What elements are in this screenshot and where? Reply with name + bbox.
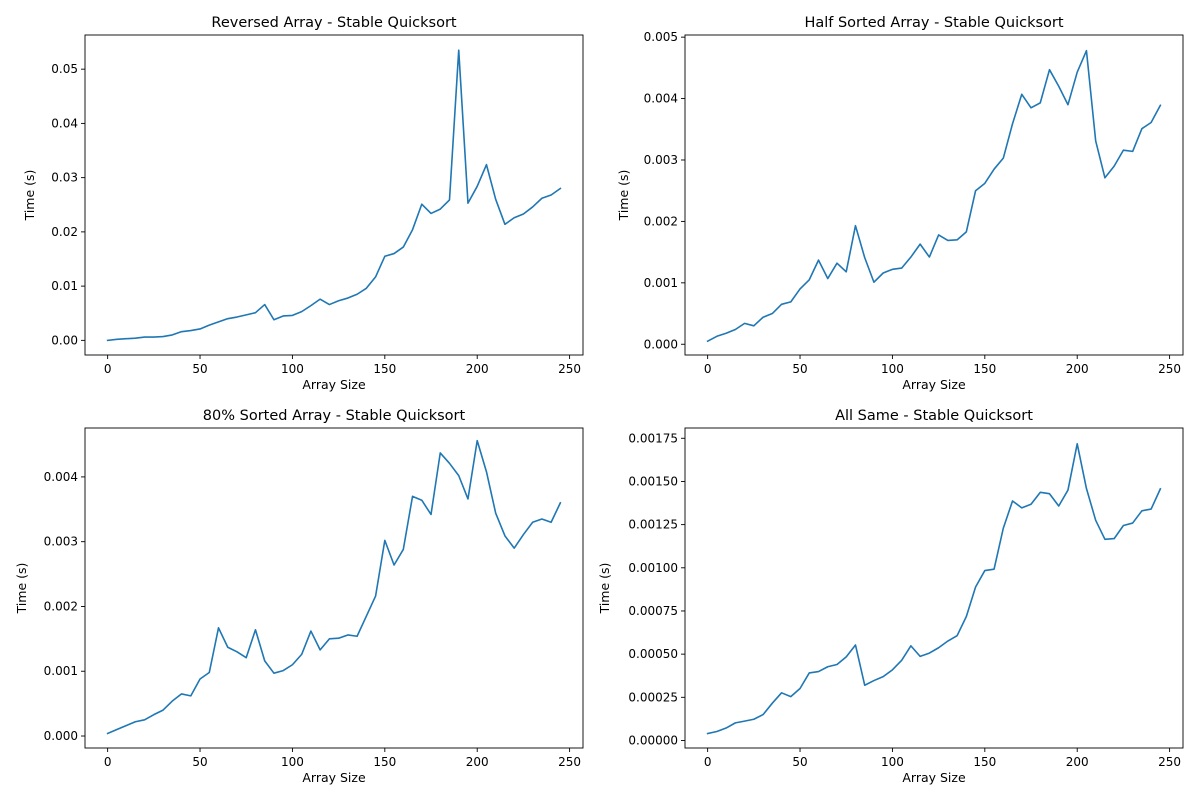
y-tick-label: 0.05: [51, 62, 78, 76]
plot-frame: [684, 427, 1184, 749]
y-axis-label: Time (s): [14, 563, 29, 615]
chart-title: All Same - Stable Quicksort: [835, 408, 1033, 424]
x-tick-label: 250: [558, 362, 581, 376]
y-tick-label: 0.005: [644, 30, 678, 44]
plot-frame: [684, 34, 1184, 356]
x-tick-label: 200: [466, 755, 489, 769]
y-tick-label: 0.00175: [628, 431, 678, 445]
y-tick-label: 0.001: [644, 276, 678, 290]
y-tick-label: 0.00000: [628, 733, 678, 747]
series-line: [106, 49, 562, 342]
y-tick-label: 0.00125: [628, 518, 678, 532]
x-tick-label: 250: [1158, 362, 1181, 376]
y-tick-label: 0.004: [644, 92, 678, 106]
x-tick-label: 250: [1158, 755, 1181, 769]
chart-panel: 0 50 100 150 200 250 0.000 0.001 0.002 0.003 0.004…: [14, 408, 584, 785]
x-tick-label: 100: [281, 362, 304, 376]
x-tick-label: 0: [704, 362, 712, 376]
series-line: [706, 443, 1162, 735]
y-tick-label: 0.00100: [628, 561, 678, 575]
y-axis-label: Time (s): [22, 170, 37, 222]
chart-panel: 0 50 100 150 200 250 0.00000 0.00025 0.00050 0.00…: [597, 408, 1184, 785]
y-tick-label: 0.002: [44, 599, 78, 613]
chart-title: 80% Sorted Array - Stable Quicksort: [203, 408, 466, 424]
plot-frame: [84, 427, 584, 749]
chart-title: Half Sorted Array - Stable Quicksort: [804, 15, 1063, 31]
x-tick-label: 250: [558, 755, 581, 769]
y-tick-label: 0.03: [51, 171, 78, 185]
x-tick-label: 200: [1066, 755, 1089, 769]
y-axis-label: Time (s): [616, 170, 631, 222]
x-tick-label: 150: [373, 362, 396, 376]
x-tick-label: 100: [881, 362, 904, 376]
x-tick-label: 100: [881, 755, 904, 769]
y-tick-label: 0.000: [644, 337, 678, 351]
y-tick-label: 0.00: [51, 333, 78, 347]
x-tick-label: 50: [792, 362, 807, 376]
series-line: [106, 439, 562, 735]
y-tick-label: 0.00050: [628, 647, 678, 661]
x-axis-label: Array Size: [302, 770, 366, 785]
y-tick-label: 0.000: [44, 729, 78, 743]
x-tick-label: 150: [373, 755, 396, 769]
plot-frame: [84, 34, 584, 356]
y-tick-label: 0.00075: [628, 604, 678, 618]
x-tick-label: 100: [281, 755, 304, 769]
x-tick-label: 50: [192, 362, 207, 376]
chart-panel: 0 50 100 150 200 250 0.00 0.01 0.02 0.03 0.04 0.05 R…: [22, 15, 584, 392]
x-tick-label: 50: [192, 755, 207, 769]
x-tick-label: 150: [973, 755, 996, 769]
x-tick-label: 0: [704, 755, 712, 769]
y-tick-label: 0.003: [644, 153, 678, 167]
y-tick-label: 0.00150: [628, 474, 678, 488]
x-tick-label: 50: [792, 755, 807, 769]
y-tick-label: 0.002: [644, 214, 678, 228]
y-tick-label: 0.02: [51, 225, 78, 239]
x-tick-label: 200: [466, 362, 489, 376]
y-tick-label: 0.00025: [628, 690, 678, 704]
series-line: [706, 49, 1162, 343]
y-tick-label: 0.01: [51, 279, 78, 293]
y-tick-label: 0.003: [44, 535, 78, 549]
x-axis-label: Array Size: [902, 770, 966, 785]
x-axis-label: Array Size: [902, 377, 966, 392]
x-tick-label: 0: [104, 362, 112, 376]
y-tick-label: 0.04: [51, 116, 78, 130]
x-axis-label: Array Size: [302, 377, 366, 392]
y-axis-label: Time (s): [597, 563, 612, 615]
y-tick-label: 0.001: [44, 664, 78, 678]
x-tick-label: 150: [973, 362, 996, 376]
chart-title: Reversed Array - Stable Quicksort: [211, 15, 457, 31]
x-tick-label: 200: [1066, 362, 1089, 376]
x-tick-label: 0: [104, 755, 112, 769]
y-tick-label: 0.004: [44, 470, 78, 484]
chart-panel: 0 50 100 150 200 250 0.000 0.001 0.002 0.003 0.004…: [616, 15, 1184, 392]
